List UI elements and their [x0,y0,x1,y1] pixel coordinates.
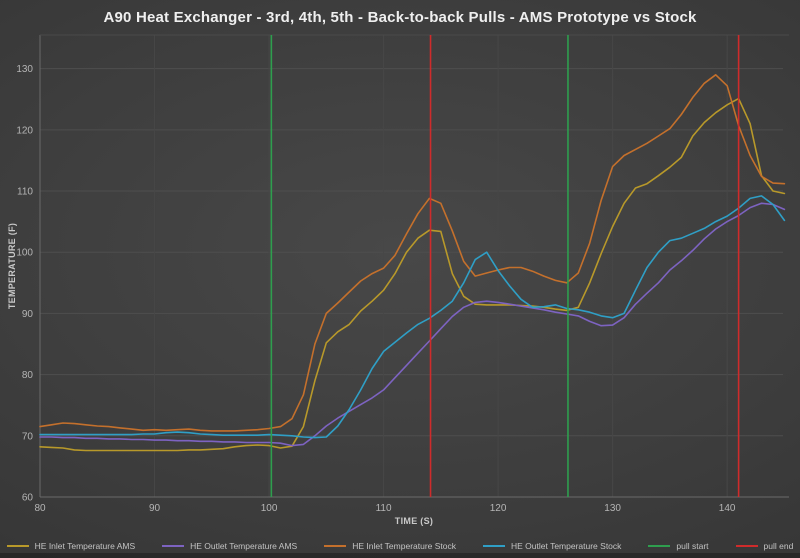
legend-label: HE Inlet Temperature Stock [352,541,457,551]
legend-swatch-he-inlet-temperature-stock [324,545,347,547]
legend-item-pull-end: pull end [735,541,794,551]
series-he-outlet-temperature-stock [39,195,786,439]
x-axis-label: TIME (S) [395,516,433,526]
axes [39,34,789,498]
x-tick-140: 140 [719,503,736,514]
y-tick-labels: 60 70 80 90 100 110 120 130 [16,64,33,503]
legend-label: pull start [676,541,709,551]
y-tick-120: 120 [16,125,33,136]
y-tick-80: 80 [22,370,34,381]
legend-label: pull end [763,541,794,551]
legend-label: HE Outlet Temperature AMS [190,541,298,551]
legend-swatch-he-inlet-temperature-ams [6,545,29,547]
legend-swatch-pull-start [648,545,671,547]
y-tick-70: 70 [22,431,34,442]
x-tick-80: 80 [34,503,46,514]
legend-swatch-he-outlet-temperature-stock [483,545,506,547]
legend-item-pull-start: pull start [648,541,709,551]
y-tick-90: 90 [22,309,34,320]
x-tick-130: 130 [604,503,621,514]
y-tick-110: 110 [17,187,33,198]
x-tick-90: 90 [149,503,161,514]
y-tick-60: 60 [22,493,34,504]
legend-item-he-outlet-temperature-stock: HE Outlet Temperature Stock [483,541,621,551]
gridlines [40,35,783,497]
bottom-strip [0,553,800,558]
legend-item-he-inlet-temperature-stock: HE Inlet Temperature Stock [324,541,456,551]
x-tick-120: 120 [490,503,507,514]
legend-swatch-pull-end [735,545,758,547]
chart-title: A90 Heat Exchanger - 3rd, 4th, 5th - Bac… [103,9,697,26]
legend-label: HE Outlet Temperature Stock [511,541,622,551]
series-he-outlet-temperature-ams [39,202,786,447]
x-tick-110: 110 [376,503,392,514]
y-axis-label: TEMPERATURE (F) [7,223,17,309]
x-tick-labels: 80 90 100 110 120 130 140 [34,503,735,514]
x-tick-100: 100 [261,503,278,514]
legend-item-he-inlet-temperature-ams: HE Inlet Temperature AMS [6,541,136,551]
series-he-inlet-temperature-stock [39,74,786,432]
series-he-inlet-temperature-ams [39,97,786,452]
pull-marker-lines [270,35,740,497]
y-tick-130: 130 [16,64,33,75]
series-lines [39,74,786,452]
legend-swatch-he-outlet-temperature-ams [162,545,185,547]
y-tick-100: 100 [16,248,33,259]
legend-item-he-outlet-temperature-ams: HE Outlet Temperature AMS [162,541,297,551]
legend: HE Inlet Temperature AMS HE Outlet Temper… [0,541,800,551]
legend-label: HE Inlet Temperature AMS [34,541,136,551]
